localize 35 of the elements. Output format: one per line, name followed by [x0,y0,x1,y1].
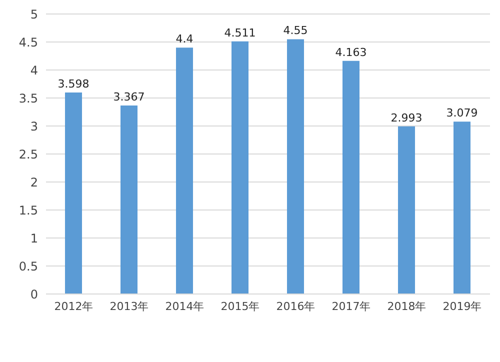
y-tick-label: 2 [30,175,38,190]
y-tick-label: 0 [30,287,38,302]
y-tick-label: 1 [30,231,38,246]
bar [287,39,304,294]
data-label: 3.079 [446,106,478,120]
y-tick-label: 5 [30,7,38,22]
y-tick-label: 3.5 [18,91,38,106]
data-label: 3.598 [58,78,90,91]
bar [342,60,360,294]
x-tick-label: 2018年 [387,300,426,313]
data-label: 4.4 [176,32,194,46]
data-label: 4.163 [335,46,367,59]
bar [454,122,470,294]
x-tick-label: 2014年 [165,300,204,313]
data-label: 4.55 [283,24,308,38]
x-tick-label: 2017年 [332,300,371,313]
bar [176,48,193,294]
x-tick-label: 2015年 [220,300,260,313]
y-tick-label: 0.5 [18,259,38,274]
y-tick-label: 4.5 [18,35,38,50]
bar [398,126,415,294]
x-tick-label: 2016年 [276,300,316,313]
bar [65,92,82,294]
x-tick-label: 2013年 [110,300,149,313]
x-tick-label: 2019年 [442,300,482,313]
y-tick-label: 2.5 [18,147,38,162]
data-label: 4.511 [224,26,256,40]
x-tick-label: 2012年 [54,300,94,313]
y-tick-label: 4 [30,63,38,78]
bar [232,41,248,294]
data-label: 3.367 [113,90,145,104]
y-tick-label: 3 [30,119,38,134]
y-tick-label: 1.5 [18,203,38,218]
data-label: 2.993 [390,111,422,124]
bar [120,105,138,294]
